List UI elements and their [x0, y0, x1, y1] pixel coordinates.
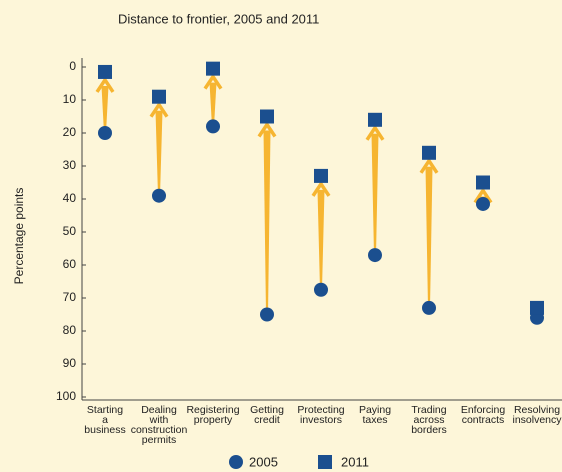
- arrow-head: [419, 157, 439, 174]
- square-2011: [422, 145, 436, 160]
- y-axis-label: Percentage points: [12, 188, 26, 285]
- square-2011: [368, 112, 382, 127]
- square-2011: [476, 175, 490, 190]
- arrow-shaft: [263, 130, 271, 315]
- arrow-head: [203, 73, 223, 90]
- x-tick-label: Getting credit: [250, 404, 284, 426]
- legend-marker: [229, 455, 243, 469]
- x-tick-label: Protecting investors: [297, 404, 344, 426]
- arrow-shaft: [209, 82, 217, 127]
- y-tick-label: 20: [63, 125, 77, 139]
- dot-2005: [368, 248, 382, 263]
- legend-label: 2005: [249, 454, 278, 469]
- arrow-shaft: [317, 189, 325, 290]
- dot-2005: [476, 196, 490, 211]
- x-tick-label: Dealing with construction permits: [131, 404, 188, 446]
- y-tick-label: 90: [63, 356, 77, 370]
- arrow-head: [149, 101, 169, 118]
- y-tick-label: 30: [63, 158, 77, 172]
- y-tick-label: 60: [63, 257, 77, 271]
- x-tick-label: Registering property: [186, 404, 239, 426]
- dot-2005: [314, 282, 328, 297]
- arrow-head: [257, 121, 277, 138]
- arrow-head: [95, 76, 115, 93]
- arrow-head: [473, 187, 493, 204]
- square-2011: [530, 300, 544, 315]
- square-2011: [314, 168, 328, 183]
- square-2011: [206, 61, 220, 76]
- dot-2005: [152, 188, 166, 203]
- arrow-shaft: [425, 166, 433, 308]
- y-tick-label: 80: [63, 323, 77, 337]
- x-tick-label: Paying taxes: [359, 404, 391, 426]
- y-tick-label: 40: [63, 191, 77, 205]
- y-tick-label: 50: [63, 224, 77, 238]
- x-tick-label: Starting a business: [84, 404, 125, 436]
- y-tick-label: 100: [56, 389, 76, 403]
- y-tick-label: 70: [63, 290, 77, 304]
- dot-2005: [260, 307, 274, 322]
- x-tick-label: Resolving insolvency: [512, 404, 562, 426]
- chart-title: Distance to frontier, 2005 and 2011: [118, 11, 319, 26]
- arrow-shaft: [371, 133, 379, 256]
- square-2011: [152, 89, 166, 104]
- square-2011: [260, 109, 274, 124]
- x-tick-label: Enforcing contracts: [461, 404, 506, 426]
- y-tick-label: 10: [63, 92, 77, 106]
- arrow-shaft: [101, 85, 109, 133]
- x-tick-label: Trading across borders: [411, 404, 447, 436]
- arrow-shaft: [155, 110, 163, 196]
- dot-2005: [98, 126, 112, 140]
- legend-marker: [318, 455, 332, 469]
- square-2011: [98, 64, 112, 79]
- y-tick-label: 0: [69, 59, 76, 73]
- dot-2005: [422, 300, 436, 315]
- legend-label: 2011: [341, 454, 369, 469]
- dot-2005: [206, 119, 220, 134]
- arrow-head: [365, 124, 385, 141]
- arrow-head: [311, 180, 331, 197]
